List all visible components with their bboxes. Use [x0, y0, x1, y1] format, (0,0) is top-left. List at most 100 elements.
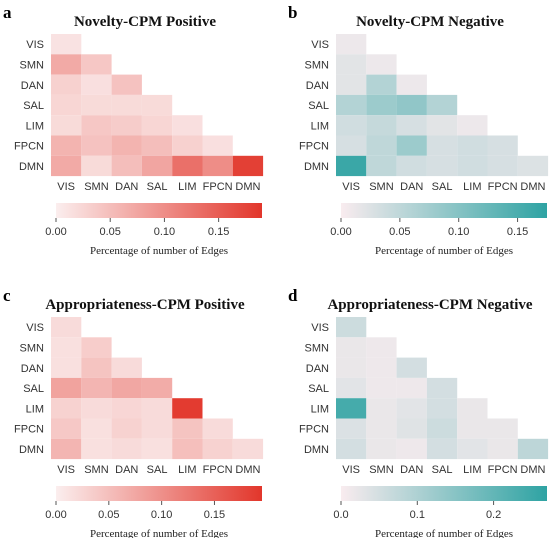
- heatmap-cell-FPCN-SAL: [141, 418, 173, 439]
- heatmap-cell-SAL-SAL: [141, 377, 173, 399]
- col-label: DAN: [400, 181, 423, 193]
- row-label: FPCN: [14, 424, 44, 436]
- heatmap-cell-FPCN-FPCN: [487, 135, 518, 156]
- heatmap-cell-LIM-VIS: [336, 398, 367, 419]
- colorbar-tick-label: 0.10: [151, 509, 172, 521]
- row-label: SAL: [308, 383, 329, 395]
- row-label: DMN: [19, 444, 44, 456]
- col-label: SAL: [147, 464, 168, 476]
- row-label: LIM: [26, 120, 44, 132]
- panel-label: b: [288, 3, 297, 22]
- colorbar-tick-label: 0.15: [507, 226, 528, 238]
- heatmap-cell-DAN-VIS: [51, 357, 82, 378]
- heatmap-cell-LIM-SMN: [81, 115, 112, 136]
- heatmap-cell-DMN-LIM: [172, 155, 203, 177]
- heatmap-cell-FPCN-DAN: [111, 135, 142, 156]
- heatmap-cell-FPCN-DAN: [396, 135, 427, 156]
- heatmap-cell-FPCN-SMN: [81, 418, 112, 439]
- heatmap-cell-DMN-DAN: [111, 438, 142, 460]
- heatmap-cell-SMN-SMN: [81, 54, 112, 75]
- panel-title: Novelty-CPM Positive: [74, 14, 216, 30]
- row-label: SMN: [20, 342, 45, 354]
- colorbar-tick-label: 0.2: [486, 509, 501, 521]
- heatmap-cell-SAL-VIS: [336, 377, 367, 399]
- colorbar-label: Percentage of number of Edges: [375, 528, 513, 538]
- row-label: DAN: [21, 80, 44, 92]
- heatmap-cell-FPCN-SAL: [426, 135, 458, 156]
- col-label: DMN: [520, 181, 545, 193]
- heatmap-cell-FPCN-LIM: [457, 135, 488, 156]
- row-label: SAL: [23, 383, 44, 395]
- heatmap-cell-VIS-VIS: [51, 34, 82, 55]
- heatmap-cell-DAN-SMN: [81, 74, 112, 95]
- colorbar-tick-label: 0.10: [154, 226, 175, 238]
- row-label: SAL: [23, 100, 44, 112]
- row-label: FPCN: [299, 424, 329, 436]
- heatmap-cell-DMN-SAL: [426, 438, 458, 460]
- heatmap-cell-SAL-DAN: [111, 377, 142, 399]
- heatmap-cell-DAN-DAN: [111, 74, 142, 95]
- heatmap-cell-DMN-VIS: [51, 155, 82, 177]
- heatmap-cell-DAN-SMN: [81, 357, 112, 378]
- row-label: DMN: [19, 161, 44, 173]
- heatmap-panel-a: a Novelty-CPM Positive VIS SMN DAN SAL LIM FPCN…: [3, 3, 264, 257]
- heatmap-cell-FPCN-LIM: [172, 135, 203, 156]
- row-label: LIM: [311, 403, 329, 415]
- heatmap-cell-VIS-VIS: [51, 317, 82, 338]
- heatmap-cell-SAL-SAL: [141, 94, 173, 116]
- heatmap-cell-SMN-SMN: [366, 54, 397, 75]
- heatmap-cell-DMN-FPCN: [487, 155, 518, 177]
- heatmap-cell-LIM-LIM: [457, 398, 488, 419]
- heatmap-cell-SAL-VIS: [51, 377, 82, 399]
- heatmap-cell-LIM-SAL: [426, 398, 458, 419]
- colorbar-tick-label: 0.00: [330, 226, 351, 238]
- heatmap-cell-DMN-SAL: [426, 155, 458, 177]
- heatmap-cell-LIM-SAL: [141, 398, 173, 419]
- row-label: SMN: [305, 59, 330, 71]
- col-label: DMN: [520, 464, 545, 476]
- heatmap-cell-DMN-SAL: [141, 155, 173, 177]
- heatmap-cell-DMN-SMN: [81, 155, 112, 177]
- heatmap-cell-SAL-SMN: [81, 377, 112, 399]
- heatmap-cell-SMN-VIS: [336, 54, 367, 75]
- colorbar-tick-label: 0.00: [45, 509, 66, 521]
- col-label: SAL: [432, 464, 453, 476]
- col-label: VIS: [342, 464, 360, 476]
- heatmap-cell-DMN-DAN: [396, 438, 427, 460]
- col-label: LIM: [463, 181, 481, 193]
- heatmap-cell-LIM-VIS: [51, 398, 82, 419]
- heatmap-cell-DMN-DAN: [396, 155, 427, 177]
- heatmap-cell-DAN-VIS: [51, 74, 82, 95]
- panel-label: d: [288, 286, 298, 305]
- heatmap-cell-DMN-SMN: [366, 438, 397, 460]
- colorbar-tick-label: 0.0: [333, 509, 348, 521]
- heatmap-cell-DAN-SMN: [366, 357, 397, 378]
- heatmap-cell-DAN-DAN: [396, 357, 427, 378]
- row-label: DAN: [21, 363, 44, 375]
- heatmap-cell-LIM-SAL: [426, 115, 458, 136]
- col-label: DMN: [235, 464, 260, 476]
- heatmap-cell-LIM-LIM: [457, 115, 488, 136]
- row-label: SAL: [308, 100, 329, 112]
- heatmap-cell-LIM-VIS: [336, 115, 367, 136]
- col-label: FPCN: [488, 181, 518, 193]
- heatmap-cell-DMN-DMN: [517, 155, 549, 177]
- heatmap-cell-LIM-SMN: [366, 115, 397, 136]
- row-label: DAN: [306, 363, 329, 375]
- heatmap-cell-SAL-DAN: [396, 94, 427, 116]
- col-label: DMN: [235, 181, 260, 193]
- heatmap-cell-DMN-FPCN: [202, 155, 233, 177]
- heatmap-cell-SAL-VIS: [336, 94, 367, 116]
- colorbar-tick-label: 0.15: [208, 226, 229, 238]
- colorbar: [341, 486, 547, 501]
- heatmap-cell-FPCN-DAN: [111, 418, 142, 439]
- row-label: FPCN: [299, 141, 329, 153]
- heatmap-cell-FPCN-SMN: [81, 135, 112, 156]
- heatmap-panel-d: d Appropriateness-CPM Negative VIS SMN DAN SA…: [288, 286, 549, 538]
- row-label: SMN: [305, 342, 330, 354]
- row-label: DMN: [304, 161, 329, 173]
- heatmap-cell-LIM-DAN: [396, 398, 427, 419]
- colorbar-tick-label: 0.05: [389, 226, 410, 238]
- col-label: VIS: [342, 181, 360, 193]
